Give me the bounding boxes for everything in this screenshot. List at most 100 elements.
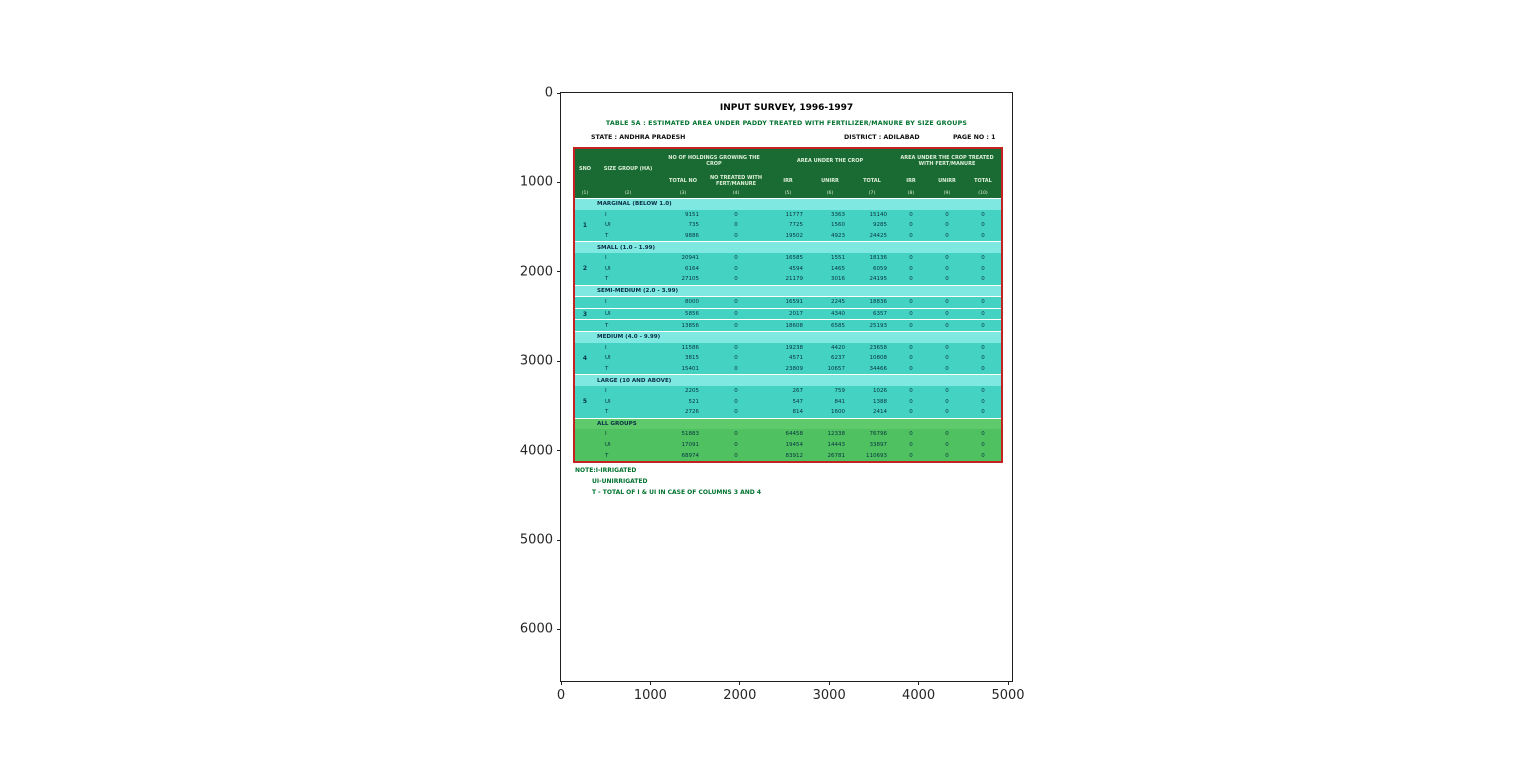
table-body: MARGINAL (BELOW 1.0) I 9151 0 11777 3363 15140… [575,198,1001,461]
value-cell: 0 [734,311,738,318]
sno-cell [575,386,595,397]
value-cell: 0 [734,409,738,416]
value-cell: 7725 [789,222,803,229]
row-type-cell: UI [605,442,611,448]
value-cell: 68974 [681,452,700,459]
row-type-cell: I [605,299,607,306]
value-cell: 3016 [831,276,845,283]
col-number: (5) [784,190,792,196]
value-cell: 0 [909,355,913,362]
sno-cell [575,199,595,210]
y-tick-label: 0 [544,85,553,101]
value-cell: 0 [909,322,913,329]
header-total-no: TOTAL NO [669,178,697,184]
value-cell: 0 [734,355,738,362]
sno-cell [575,320,595,331]
value-cell: 521 [688,398,700,405]
value-cell: 16591 [785,299,804,306]
value-cell: 0 [981,222,985,229]
header-holdings-group: NO OF HOLDINGS GROWING THE CROP [668,155,760,167]
row-type-cell: T [605,233,609,240]
x-tick-label: 3000 [812,688,846,703]
value-cell: 0 [734,222,738,229]
row-type-cell: I [605,344,607,351]
value-cell: 0 [981,322,985,329]
y-tick-mark [557,360,561,362]
sno-cell [575,332,595,343]
value-cell: 0 [981,299,985,306]
value-cell: 6164 [685,265,699,272]
value-cell: 0 [981,255,985,262]
header-size-group: SIZE GROUP (HA) [603,166,653,172]
header-area-unirr: UNIRR [821,178,839,184]
x-tick-mark [1007,681,1009,685]
value-cell: 759 [834,388,846,395]
document-meta: STATE : ANDHRA PRADESH DISTRICT : ADILAB… [561,134,1012,144]
value-cell: 1026 [873,388,887,395]
value-cell: 0 [945,409,949,416]
sno-cell [575,440,595,451]
value-cell: 0 [734,388,738,395]
note-irrigated: NOTE:I-IRRIGATED [575,467,637,474]
value-cell: 26781 [827,452,846,459]
value-cell: 0 [945,344,949,351]
y-tick-mark [557,628,561,630]
value-cell: 0 [981,344,985,351]
size-group-row: SEMI-MEDIUM (2.0 - 3.99) [575,284,1001,297]
value-cell: 1388 [873,398,887,405]
axes: INPUT SURVEY, 1996-1997 TABLE 5A : ESTIM… [520,86,1025,704]
value-cell: 110693 [866,452,887,459]
value-cell: 0 [909,388,913,395]
district-label: DISTRICT : ADILABAD [844,134,920,141]
sno-cell [575,343,595,354]
value-cell: 23809 [785,365,804,372]
value-cell: 0 [981,355,985,362]
row-type-cell: UI [605,265,611,272]
row-type-cell: T [605,452,609,459]
col-number: (10) [978,190,988,196]
value-cell: 2017 [789,311,803,318]
table-row: I 9151 0 11777 3363 15140 0 0 0 [575,209,1001,221]
value-cell: 19502 [785,233,804,240]
value-cell: 19454 [785,442,804,448]
x-tick-label: 0 [556,688,566,703]
table-row: 2 UI 6164 0 4594 1465 6059 0 0 0 [575,263,1001,275]
value-cell: 19238 [785,344,804,351]
table-row: I 20941 0 16585 1551 18136 0 0 0 [575,252,1001,264]
row-type-cell: I [605,255,607,262]
value-cell: 6585 [831,322,845,329]
value-cell: 4340 [831,311,845,318]
size-group-label: MARGINAL (BELOW 1.0) [597,201,672,208]
sno-cell [575,450,595,461]
value-cell: 0 [909,365,913,372]
value-cell: 1600 [831,409,845,416]
value-cell: 12338 [827,431,846,438]
value-cell: 21179 [785,276,804,283]
row-type-cell: T [605,365,609,372]
value-cell: 267 [792,388,804,395]
value-cell: 51883 [681,431,700,438]
table-row: UI 17091 0 19454 14443 33897 0 0 0 [575,439,1001,451]
value-cell: 0 [734,233,738,240]
value-cell: 0 [981,365,985,372]
value-cell: 814 [792,409,804,416]
value-cell: 2414 [873,409,887,416]
value-cell: 1551 [831,255,845,262]
value-cell: 0 [945,276,949,283]
value-cell: 64458 [785,431,804,438]
sno-cell [575,242,595,253]
header-sno: SNO [578,166,592,172]
value-cell: 0 [945,388,949,395]
note-unirrigated: UI-UNIRRIGATED [592,478,648,485]
value-cell: 0 [945,311,949,318]
sno-cell: 2 [582,265,588,273]
value-cell: 0 [734,452,738,459]
value-cell: 0 [981,233,985,240]
value-cell: 0 [734,442,738,448]
value-cell: 10808 [869,355,888,362]
sno-cell: 3 [582,310,588,318]
value-cell: 0 [909,442,913,448]
value-cell: 0 [945,322,949,329]
value-cell: 6357 [873,311,887,318]
value-cell: 24195 [869,276,888,283]
